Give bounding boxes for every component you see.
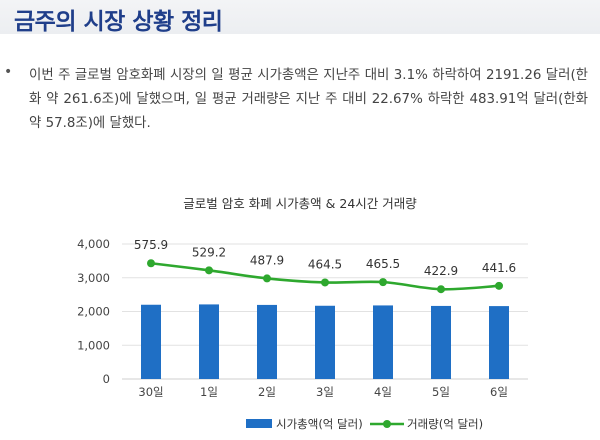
- point-volume: [321, 278, 329, 287]
- y-tick-label: 2,000: [77, 305, 110, 319]
- page-title: 금주의 시장 상황 정리: [14, 9, 223, 35]
- data-label-volume: 529.2: [192, 245, 226, 259]
- x-tick-label: 1일: [200, 385, 218, 399]
- y-tick-label: 4,000: [77, 237, 110, 251]
- summary-block: • 이번 주 글로벌 암호화폐 시장의 일 평균 시가총액은 지난주 대비 3.…: [4, 64, 588, 136]
- x-tick-label: 30일: [138, 385, 163, 399]
- legend-label-bar: 시가총액(억 달러): [276, 417, 363, 431]
- bar-market-cap: [257, 304, 277, 379]
- data-label-volume: 464.5: [308, 257, 342, 271]
- point-volume: [379, 278, 387, 287]
- bar-market-cap: [141, 304, 161, 379]
- data-label-volume: 487.9: [250, 253, 284, 267]
- point-volume: [205, 266, 213, 275]
- data-label-volume: 441.6: [482, 261, 516, 275]
- legend-swatch-bar: [246, 419, 272, 428]
- point-volume: [147, 259, 155, 268]
- data-label-volume: 575.9: [134, 238, 168, 252]
- y-tick-label: 0: [103, 372, 110, 386]
- y-tick-label: 1,000: [77, 338, 110, 352]
- bar-market-cap: [315, 305, 335, 379]
- bar-market-cap: [373, 305, 393, 379]
- legend-label-line: 거래량(억 달러): [407, 417, 483, 431]
- chart-title: 글로벌 암호 화폐 시가총액 & 24시간 거래량: [183, 196, 417, 211]
- point-volume: [263, 274, 271, 283]
- x-tick-label: 4일: [374, 385, 392, 399]
- bar-market-cap: [489, 306, 509, 379]
- x-tick-label: 6일: [490, 385, 508, 399]
- data-label-volume: 465.5: [366, 257, 400, 271]
- x-tick-label: 2일: [258, 385, 276, 399]
- legend-marker-line: [383, 420, 391, 428]
- summary-text: 이번 주 글로벌 암호화폐 시장의 일 평균 시가총액은 지난주 대비 3.1%…: [29, 68, 588, 131]
- point-volume: [495, 281, 503, 290]
- bar-market-cap: [431, 305, 451, 379]
- x-tick-label: 5일: [432, 385, 450, 399]
- x-tick-label: 3일: [316, 385, 334, 399]
- header-bar: [0, 0, 600, 34]
- bullet-icon: •: [4, 64, 13, 80]
- point-volume: [437, 285, 445, 294]
- data-label-volume: 422.9: [424, 264, 458, 278]
- bar-market-cap: [199, 304, 219, 379]
- y-tick-label: 3,000: [77, 271, 110, 285]
